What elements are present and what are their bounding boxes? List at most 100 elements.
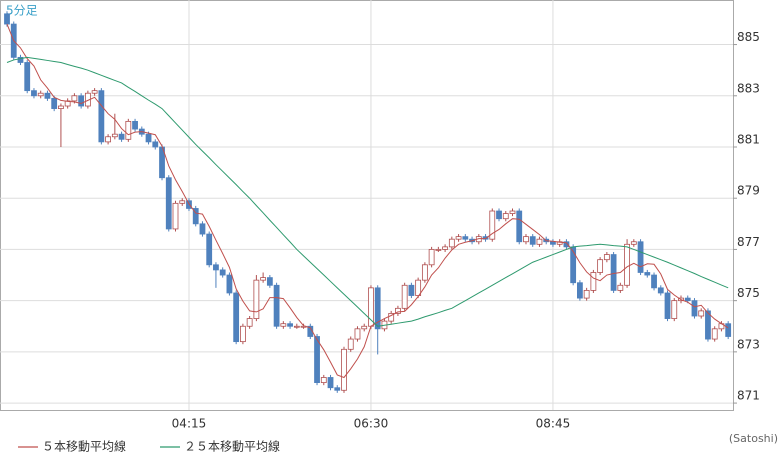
credit: (Satoshi) — [729, 432, 778, 445]
candle-body — [24, 62, 31, 92]
y-tick-label: 877 — [737, 235, 760, 249]
y-tick-label: 875 — [737, 286, 760, 300]
candle-body — [266, 277, 273, 286]
moving-average-line — [6, 23, 729, 379]
candle-body — [125, 120, 132, 140]
candle-body — [536, 238, 543, 245]
candle-body — [361, 325, 368, 330]
candle-body — [31, 90, 37, 97]
candle-body — [64, 100, 71, 107]
candle-body — [347, 338, 354, 350]
candle-body — [213, 264, 219, 271]
candle-body — [502, 213, 509, 220]
candle-body — [4, 13, 10, 25]
candle-body — [71, 95, 78, 102]
y-tick-label: 871 — [737, 389, 760, 403]
y-tick-label: 885 — [737, 30, 760, 44]
candle-body — [630, 241, 637, 245]
candle-body — [179, 200, 186, 204]
candle-body — [341, 348, 347, 391]
candle-body — [320, 377, 327, 383]
candle-body — [395, 307, 401, 314]
candle-body — [684, 297, 691, 302]
candle-body — [603, 254, 610, 261]
candle-body — [651, 274, 657, 289]
candle-body — [590, 272, 597, 291]
y-tick-label: 879 — [737, 184, 760, 198]
candle-body — [583, 290, 590, 299]
candle-body — [523, 236, 529, 243]
candle-body — [44, 92, 51, 99]
candle-body — [691, 300, 698, 317]
candle-body — [644, 272, 651, 276]
candle-body — [705, 310, 711, 340]
candle-body — [725, 323, 732, 337]
candle-body — [172, 202, 179, 230]
candle-body — [314, 336, 320, 383]
candle-body — [374, 287, 381, 330]
x-tick-label: 04:15 — [172, 417, 207, 431]
candle-body — [145, 133, 152, 143]
candle-body — [563, 241, 570, 248]
candle-body — [253, 279, 260, 319]
plot-area — [0, 0, 734, 411]
legend-label: ５本移動平均線 — [42, 439, 126, 454]
candle-body — [17, 56, 24, 63]
candle-body — [334, 387, 341, 391]
candle-body — [698, 310, 705, 317]
candle-body — [428, 249, 435, 266]
candle-body — [111, 133, 118, 138]
candle-body — [516, 210, 523, 243]
candle-body — [657, 287, 664, 294]
candle-body — [408, 284, 415, 296]
x-tick-label: 08:45 — [536, 417, 571, 431]
candle-body — [327, 377, 334, 389]
candle-body — [78, 95, 85, 107]
candle-body — [98, 90, 105, 143]
x-tick-label: 06:30 — [354, 417, 389, 431]
candle-body — [51, 97, 58, 109]
candle-body — [219, 269, 226, 276]
candle-body — [509, 210, 516, 214]
candle-body — [610, 254, 617, 291]
candle-body — [260, 277, 267, 281]
candle-body — [91, 90, 98, 94]
candle-body — [637, 241, 644, 273]
candle-body — [132, 120, 138, 130]
candle-body — [442, 246, 449, 250]
candle-body — [239, 325, 246, 343]
candle-body — [597, 259, 604, 273]
candle-body — [462, 236, 469, 240]
candle-body — [105, 136, 111, 143]
candle-body — [388, 313, 395, 322]
candle-body — [435, 249, 442, 251]
candle-body — [489, 210, 496, 240]
candle-body — [37, 92, 44, 97]
candle-body — [624, 243, 630, 286]
candle-body — [280, 323, 287, 327]
candle-body — [199, 223, 206, 235]
candle-body — [118, 133, 125, 140]
candle-body — [287, 323, 293, 327]
candle-body — [58, 105, 64, 109]
candle-body — [577, 282, 583, 299]
candle-body — [496, 210, 502, 220]
candle-body — [550, 241, 556, 245]
timeframe-label: 5分足 — [6, 4, 38, 18]
candle-body — [455, 236, 462, 240]
moving-average-line — [6, 56, 729, 327]
candle-body — [273, 284, 280, 327]
candle-body — [165, 177, 172, 230]
y-tick-label: 881 — [737, 132, 760, 146]
candle-body — [152, 141, 159, 148]
candle-body — [482, 236, 489, 240]
candle-body — [226, 274, 233, 294]
y-tick-label: 883 — [737, 81, 760, 95]
candle-body — [246, 318, 253, 327]
y-tick-label: 873 — [737, 337, 760, 351]
candle-body — [664, 292, 671, 319]
candle-body — [671, 300, 678, 319]
legend-label: ２５本移動平均線 — [184, 439, 280, 454]
candle-body — [556, 241, 563, 245]
